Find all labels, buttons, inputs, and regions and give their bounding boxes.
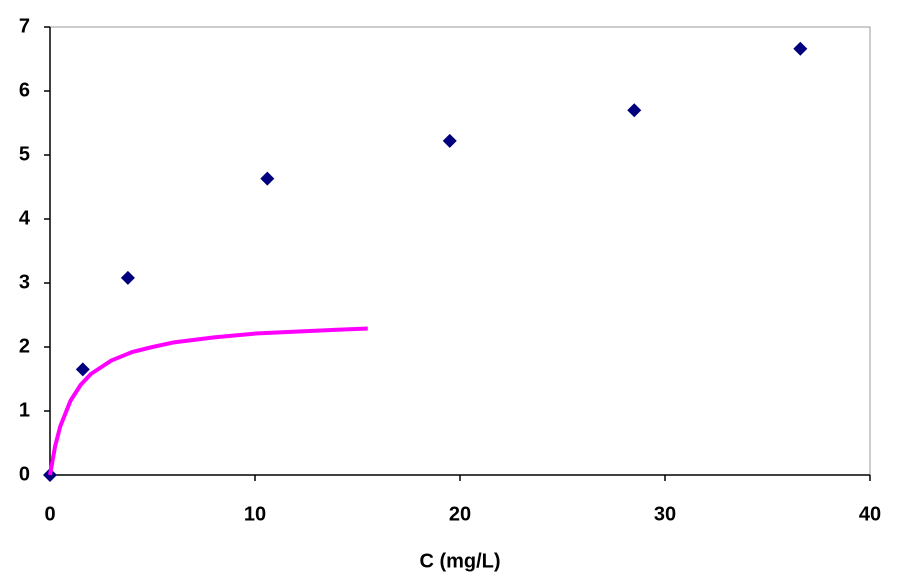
x-tick-label: 30	[654, 503, 676, 525]
x-tick-label: 40	[859, 503, 881, 525]
x-tick-label: 20	[449, 503, 471, 525]
fit-curve	[48, 326, 368, 476]
y-tick-label: 6	[19, 79, 30, 101]
y-tick-label: 0	[19, 463, 30, 485]
y-tick-label: 4	[19, 207, 31, 229]
data-point	[793, 41, 808, 56]
y-tick-label: 3	[19, 271, 30, 293]
y-tick-label: 2	[19, 335, 30, 357]
data-point	[627, 103, 642, 118]
data-point	[75, 362, 90, 377]
x-tick-label: 0	[44, 503, 55, 525]
y-tick-label: 7	[19, 15, 30, 37]
y-tick-label: 5	[19, 143, 30, 165]
data-point	[120, 270, 135, 285]
data-point	[442, 133, 457, 148]
y-tick-label: 1	[19, 399, 30, 421]
x-axis-label: C (mg/L)	[419, 550, 500, 572]
data-point	[260, 171, 275, 186]
plot-area	[49, 26, 871, 476]
x-tick-label: 10	[244, 503, 266, 525]
